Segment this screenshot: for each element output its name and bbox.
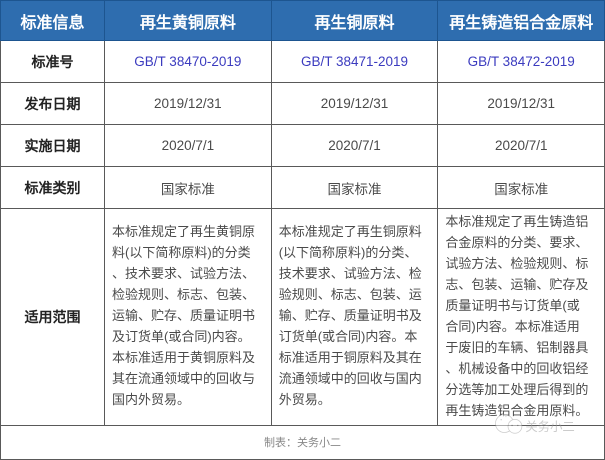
svg-text:关务小二: 关务小二 (525, 419, 574, 434)
